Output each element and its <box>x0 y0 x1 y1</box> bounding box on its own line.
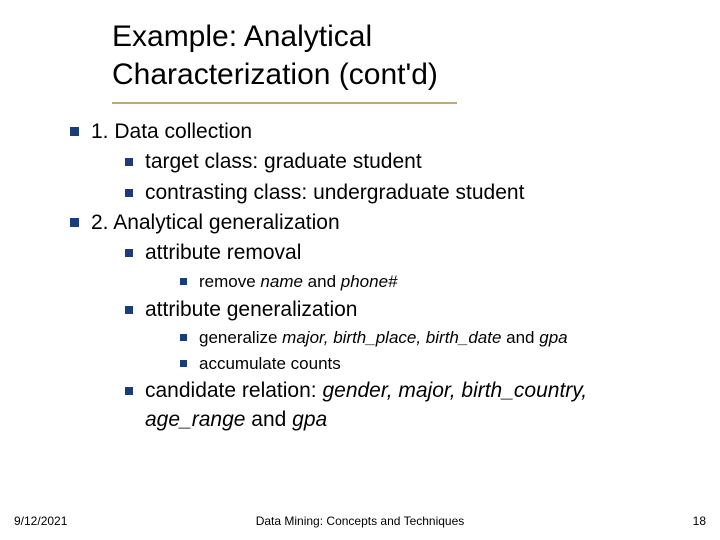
text-italic: gpa <box>292 408 327 431</box>
item1-sub2: contrasting class: undergraduate student <box>145 179 690 207</box>
item2-sub1-label: attribute removal <box>145 239 690 267</box>
text-mid: and <box>303 272 341 291</box>
square-bullet-icon <box>125 189 133 197</box>
list-item: 1. Data collection <box>70 118 690 146</box>
text-prefix: remove <box>199 272 260 291</box>
item2-sub3: candidate relation: gender, major, birth… <box>145 377 690 434</box>
square-bullet-icon <box>180 278 187 285</box>
slide: Example: Analytical Characterization (co… <box>0 0 720 540</box>
square-bullet-icon <box>125 249 133 257</box>
text-mid2: and <box>245 408 292 431</box>
item2-sub2-label: attribute generalization <box>145 296 690 324</box>
title-underline <box>112 102 457 104</box>
square-bullet-icon <box>125 387 133 395</box>
text-prefix: candidate relation <box>145 379 311 402</box>
list-item: contrasting class: undergraduate student <box>125 179 690 207</box>
title-line-1: Example: Analytical <box>112 20 372 53</box>
text-italic: major, birth_place, birth_date <box>282 328 501 347</box>
list-item: candidate relation: gender, major, birth… <box>125 377 690 434</box>
text-mid1: : <box>311 379 323 402</box>
item1-label: 1. Data collection <box>91 118 690 146</box>
square-bullet-icon <box>70 127 79 136</box>
text-mid: and <box>501 328 539 347</box>
item2-sub2-sub2: accumulate counts <box>199 352 690 376</box>
text-prefix: generalize <box>199 328 282 347</box>
footer-title: Data Mining: Concepts and Techniques <box>0 514 720 528</box>
item2-sub2-sub1: generalize major, birth_place, birth_dat… <box>199 326 690 350</box>
slide-body: 1. Data collection target class: graduat… <box>70 118 690 436</box>
list-item: attribute removal <box>125 239 690 267</box>
list-item: accumulate counts <box>180 352 690 376</box>
slide-title: Example: Analytical Characterization (co… <box>112 18 438 93</box>
list-item: attribute generalization <box>125 296 690 324</box>
text-italic: gpa <box>539 328 567 347</box>
square-bullet-icon <box>70 218 79 227</box>
text-italic: phone# <box>341 272 398 291</box>
list-item: 2. Analytical generalization <box>70 209 690 237</box>
square-bullet-icon <box>125 158 133 166</box>
title-line-2: Characterization (cont'd) <box>112 58 438 91</box>
list-item: target class: graduate student <box>125 148 690 176</box>
square-bullet-icon <box>180 360 187 367</box>
square-bullet-icon <box>180 334 187 341</box>
square-bullet-icon <box>125 306 133 314</box>
list-item: generalize major, birth_place, birth_dat… <box>180 326 690 350</box>
list-item: remove name and phone# <box>180 270 690 294</box>
text-italic: name <box>260 272 303 291</box>
item2-sub1-sub1: remove name and phone# <box>199 270 690 294</box>
footer-page-number: 18 <box>693 514 706 528</box>
item2-label: 2. Analytical generalization <box>91 209 690 237</box>
item1-sub1: target class: graduate student <box>145 148 690 176</box>
